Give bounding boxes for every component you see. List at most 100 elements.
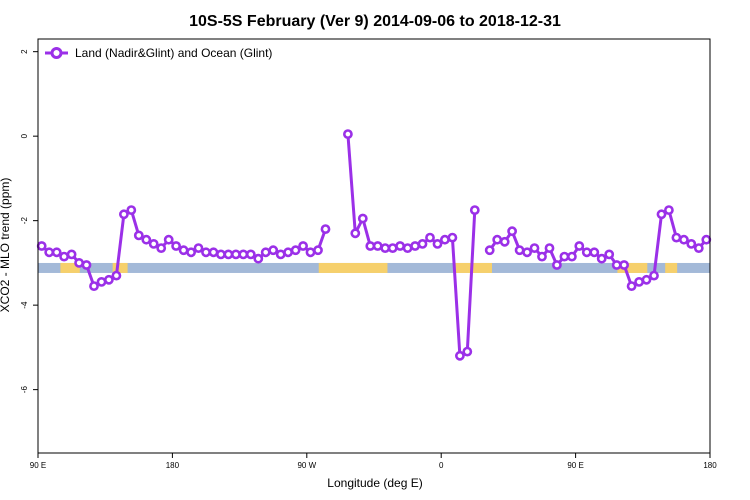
data-point-2-10 — [559, 251, 570, 262]
data-point-0-33 — [283, 247, 293, 258]
data-point-1-14 — [447, 232, 458, 243]
data-point-0-27 — [238, 249, 249, 260]
y-axis-title: XCO2 - MLO trend (ppm) — [0, 178, 12, 313]
y-tick-label-3: -4 — [20, 301, 29, 309]
data-point-0-22 — [201, 247, 211, 258]
data-point-0-10 — [111, 270, 122, 281]
data-point-0-29 — [253, 253, 264, 264]
data-point-0-17 — [163, 234, 174, 245]
data-point-2-23 — [656, 209, 667, 220]
data-point-2-29 — [701, 234, 712, 245]
data-point-0-18 — [171, 241, 181, 251]
x-tick-label-3: 0 — [439, 461, 444, 470]
data-point-1-13 — [439, 234, 450, 245]
data-point-0-16 — [156, 243, 167, 253]
data-point-0-30 — [260, 247, 271, 258]
data-point-0-12 — [126, 205, 137, 215]
data-point-2-9 — [552, 260, 562, 270]
chart-title: 10S-5S February (Ver 9) 2014-09-06 to 20… — [189, 13, 561, 30]
data-point-0-36 — [305, 247, 316, 258]
y-tick-label-2: -2 — [20, 217, 29, 225]
data-point-1-12 — [432, 238, 443, 249]
data-point-1-10 — [417, 238, 428, 249]
data-point-2-14 — [589, 247, 600, 258]
x-axis-title: Longitude (deg E) — [327, 476, 422, 490]
data-point-0-0 — [36, 241, 47, 251]
data-point-0-21 — [193, 243, 204, 253]
y-axis: 2 0 -2 -4 -6 — [20, 49, 38, 393]
data-point-0-24 — [215, 249, 226, 260]
map-band — [38, 262, 710, 273]
data-point-2-15 — [596, 253, 607, 264]
data-point-1-1 — [350, 228, 361, 239]
plot-frame — [37, 38, 711, 454]
data-point-0-35 — [298, 241, 308, 251]
data-point-2-18 — [619, 260, 629, 270]
data-point-0-4 — [66, 249, 77, 260]
data-point-1-15 — [454, 350, 465, 361]
data-point-2-26 — [679, 234, 689, 245]
data-point-1-4 — [372, 241, 383, 251]
data-point-1-5 — [380, 243, 391, 253]
data-point-2-11 — [567, 251, 577, 262]
legend: Land (Nadir&Glint) and Ocean (Glint) — [45, 46, 272, 60]
data-point-2-21 — [641, 274, 652, 285]
data-point-0-37 — [313, 245, 323, 256]
data-point-2-28 — [693, 243, 704, 253]
data-point-1-7 — [395, 241, 405, 251]
data-point-2-4 — [514, 245, 525, 256]
data-point-2-25 — [671, 232, 682, 243]
data-point-0-20 — [186, 247, 196, 258]
data-point-0-14 — [141, 234, 152, 245]
data-point-1-8 — [402, 243, 413, 253]
land-band-5 — [665, 262, 678, 273]
data-point-2-1 — [492, 234, 503, 245]
land-band-1 — [112, 262, 128, 273]
data-point-2-8 — [544, 243, 555, 253]
data-point-0-11 — [119, 209, 129, 220]
data-point-0-6 — [81, 260, 92, 270]
data-point-1-2 — [357, 213, 368, 224]
data-point-0-1 — [44, 247, 55, 258]
y-tick-label-4: -6 — [20, 386, 29, 394]
land-band-2 — [318, 262, 388, 273]
data-point-2-12 — [574, 241, 585, 251]
x-tick-label-2: 90 W — [297, 461, 316, 470]
data-point-2-13 — [581, 247, 592, 258]
data-point-1-16 — [462, 346, 473, 357]
data-point-0-31 — [268, 245, 279, 256]
data-point-0-38 — [320, 224, 331, 234]
data-point-2-16 — [604, 249, 615, 260]
data-point-0-34 — [290, 245, 301, 256]
land-band-4 — [617, 262, 648, 273]
data-point-2-22 — [649, 270, 659, 281]
data-point-2-2 — [499, 236, 510, 247]
x-axis: 90 E 180 90 W 0 90 E 180 — [30, 453, 717, 470]
data-point-1-11 — [425, 232, 435, 243]
legend-marker — [50, 47, 63, 59]
data-point-2-7 — [537, 251, 547, 262]
data-point-1-0 — [342, 129, 353, 139]
data-point-2-24 — [664, 205, 674, 215]
data-point-0-19 — [178, 245, 189, 256]
land-band-0 — [60, 262, 80, 273]
data-point-1-17 — [469, 205, 480, 215]
series-layer — [36, 129, 712, 361]
x-tick-label-1: 180 — [166, 461, 180, 470]
y-tick-label-0: 2 — [20, 49, 29, 54]
data-point-0-3 — [59, 251, 69, 262]
data-point-2-5 — [522, 247, 532, 258]
data-point-2-27 — [686, 238, 697, 249]
y-tick-label-1: 0 — [20, 133, 29, 138]
x-tick-label-4: 90 E — [567, 461, 583, 470]
data-point-0-15 — [148, 238, 159, 249]
data-point-0-9 — [104, 274, 114, 285]
x-tick-label-5: 180 — [703, 461, 717, 470]
legend-label: Land (Nadir&Glint) and Ocean (Glint) — [75, 46, 272, 60]
data-point-0-25 — [223, 249, 234, 260]
data-point-0-7 — [89, 281, 99, 291]
data-point-2-19 — [626, 281, 637, 291]
data-point-2-0 — [484, 245, 495, 256]
